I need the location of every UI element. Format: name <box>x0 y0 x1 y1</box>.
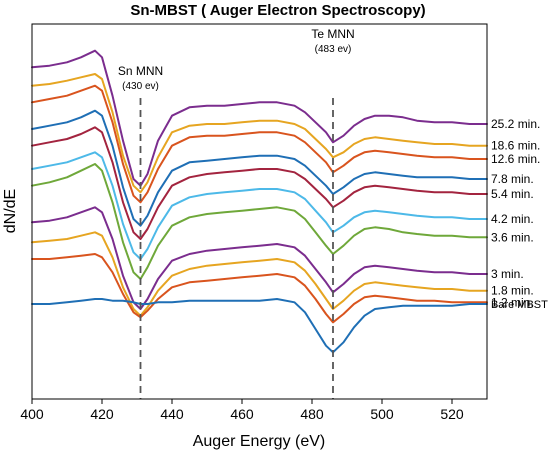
series-label-7: 3 min. <box>491 267 524 281</box>
peak-sublabel-1: (483 ev) <box>315 44 352 55</box>
series-label-0: 25.2 min. <box>491 117 540 131</box>
series-labels: 25.2 min. 18.6 min.12.6 min. 7.8 min.5.4 m… <box>118 27 548 311</box>
peak-sublabel-0: (430 ev) <box>122 81 159 92</box>
series-line-9 <box>31 253 488 324</box>
series-label-1: 18.6 min. <box>491 139 540 153</box>
chart-title: Sn-MBST ( Auger Electron Spectroscopy) <box>130 2 425 19</box>
series-line-6 <box>31 163 488 280</box>
series-label-6: 3.6 min. <box>491 230 534 244</box>
series-line-1 <box>31 73 488 194</box>
series-line-0 <box>31 49 488 187</box>
series-line-3 <box>31 109 488 227</box>
series-label-8: 1.8 min. <box>491 284 534 298</box>
series-label-9: 1.2 min. <box>491 295 534 309</box>
y-axis-label: dN/dE <box>2 189 19 233</box>
x-tick-label-3: 460 <box>230 406 254 422</box>
x-axis-label: Auger Energy (eV) <box>193 433 326 450</box>
x-tick-label-4: 480 <box>300 406 324 422</box>
series-label-4: 5.4 min. <box>491 187 534 201</box>
x-tick-label-5: 500 <box>370 406 394 422</box>
series-line-10 <box>31 298 488 354</box>
x-tick-label-0: 400 <box>20 406 44 422</box>
series-label-5: 4.2 min. <box>491 212 534 226</box>
peak-label-1: Te MNN <box>311 27 354 41</box>
series-line-2 <box>31 84 488 204</box>
plot-frame <box>31 23 488 400</box>
x-tick-label-1: 420 <box>90 406 114 422</box>
x-axis-ticks: 400 420 440 460 480 500 520 <box>20 399 464 422</box>
series-line-4 <box>31 126 488 240</box>
series-label-3: 7.8 min. <box>491 172 534 186</box>
series-label-10: Bare MBST <box>491 299 548 311</box>
series-line-7 <box>31 206 488 310</box>
series-line-8 <box>31 231 488 317</box>
peak-label-0: Sn MNN <box>118 64 163 78</box>
series-line-5 <box>31 151 488 260</box>
plot-area <box>31 49 488 399</box>
x-tick-label-2: 440 <box>160 406 184 422</box>
x-tick-label-6: 520 <box>440 406 464 422</box>
series-label-2: 12.6 min. <box>491 152 540 166</box>
